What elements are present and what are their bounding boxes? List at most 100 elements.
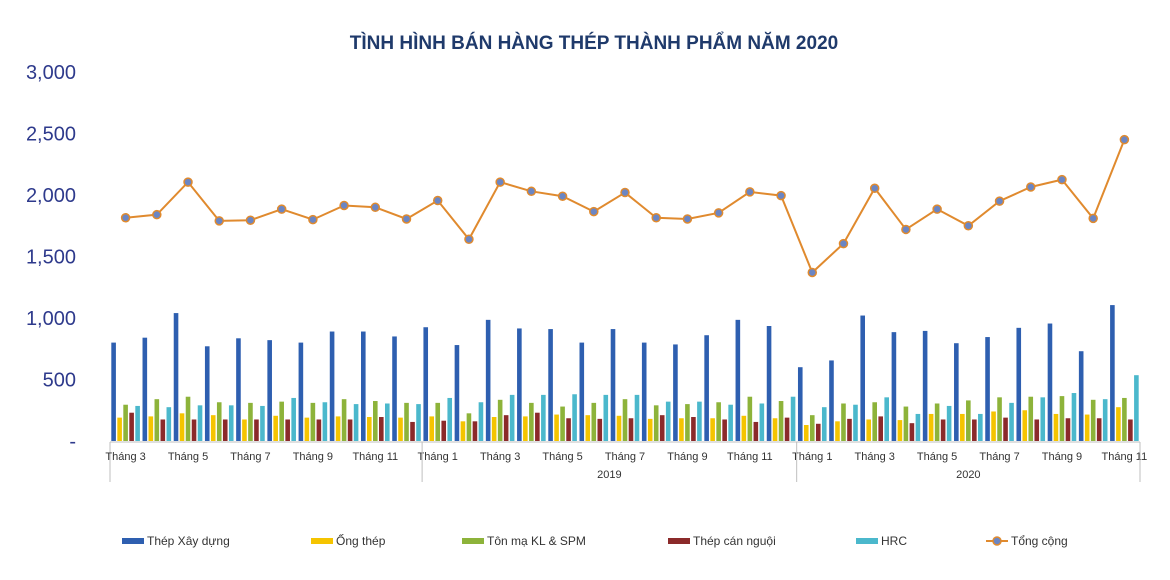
chart-title: TÌNH HÌNH BÁN HÀNG THÉP THÀNH PHẨM NĂM 2… <box>350 32 838 54</box>
total-point <box>651 213 661 223</box>
total-point <box>276 204 287 214</box>
bar <box>841 403 846 441</box>
total-point <box>1057 174 1067 185</box>
bar <box>441 420 447 441</box>
total-point <box>401 214 412 224</box>
bar <box>236 338 241 441</box>
bar <box>915 413 921 441</box>
bar <box>204 346 210 441</box>
bar <box>847 418 852 441</box>
bar <box>872 402 877 441</box>
bar <box>747 396 753 441</box>
total-point <box>1026 182 1036 192</box>
bar <box>361 331 366 441</box>
bar <box>710 418 715 441</box>
bar <box>228 405 234 441</box>
bar <box>653 405 659 441</box>
total-point <box>557 191 568 201</box>
bar <box>821 407 827 441</box>
total-point <box>370 202 381 213</box>
bar <box>985 337 990 441</box>
bar <box>634 394 640 442</box>
bar <box>1084 414 1090 441</box>
bar <box>1016 327 1022 441</box>
bar <box>866 419 871 441</box>
bar <box>673 344 678 441</box>
y-tick-label: 2,500 <box>26 124 76 146</box>
total-point <box>183 177 193 187</box>
legend-label: Thép cán nguội <box>693 534 776 548</box>
bar <box>347 419 353 441</box>
x-tick-label: Tháng 11 <box>352 451 398 463</box>
bar <box>753 421 759 441</box>
bar <box>809 415 815 441</box>
bar <box>1022 410 1028 441</box>
total-point <box>713 208 724 218</box>
x-tick-label: Tháng 1 <box>418 451 458 463</box>
bar <box>704 335 709 441</box>
legend-label: Ống thép <box>336 533 386 548</box>
bar <box>579 342 585 441</box>
total-point <box>963 221 974 231</box>
bar <box>554 414 559 441</box>
bar <box>373 401 378 441</box>
total-point <box>932 204 942 214</box>
bar <box>897 420 903 441</box>
bar <box>191 419 197 441</box>
bar <box>216 402 222 441</box>
bar <box>603 394 609 442</box>
bar-series-3 <box>123 396 1127 441</box>
bar-series-5 <box>135 375 1139 442</box>
x-axis: Tháng 3 Tháng 5 Tháng 7 Tháng 9 Tháng 11 Thán… <box>105 441 1147 482</box>
legend-swatch <box>462 538 484 544</box>
bar <box>1047 323 1053 441</box>
bar-series-group <box>111 305 1139 442</box>
bar <box>772 418 778 441</box>
total-point <box>495 177 505 187</box>
bar <box>392 336 397 441</box>
y-tick-label: 3,000 <box>26 62 76 84</box>
total-point <box>245 215 256 225</box>
bar <box>829 360 834 441</box>
bar <box>741 415 747 441</box>
bar <box>972 419 977 441</box>
bar <box>329 331 335 441</box>
total-point <box>432 195 443 206</box>
total-point <box>807 267 818 278</box>
bar <box>404 402 409 441</box>
bar <box>466 413 472 441</box>
bar-series-4 <box>129 412 1133 441</box>
bar <box>497 399 503 441</box>
bar <box>1102 399 1108 441</box>
bar <box>385 403 390 441</box>
bar <box>797 367 803 441</box>
bar <box>503 415 509 441</box>
legend-item: HRC <box>856 534 907 548</box>
bar <box>254 419 259 441</box>
bar <box>853 404 858 441</box>
bar <box>585 415 591 441</box>
y-tick-label: 1,000 <box>26 308 76 330</box>
year-label: 2019 <box>597 469 621 481</box>
bar <box>291 397 296 441</box>
legend-swatch <box>122 538 144 544</box>
bar <box>1122 397 1127 441</box>
bar <box>934 403 940 441</box>
bar <box>197 405 203 441</box>
legend-swatch <box>856 538 878 544</box>
bar <box>242 419 247 441</box>
total-point <box>214 216 224 226</box>
bar <box>166 407 172 441</box>
bar <box>960 413 965 441</box>
bar <box>722 419 727 441</box>
bar <box>379 417 384 441</box>
bar <box>1128 419 1133 441</box>
x-tick-label: Tháng 7 <box>979 451 1019 463</box>
bar <box>129 412 134 441</box>
x-tick-label: Tháng 9 <box>1042 451 1082 463</box>
bar <box>478 402 484 441</box>
bar <box>316 419 322 441</box>
total-point <box>1119 134 1130 145</box>
bar <box>117 417 122 441</box>
